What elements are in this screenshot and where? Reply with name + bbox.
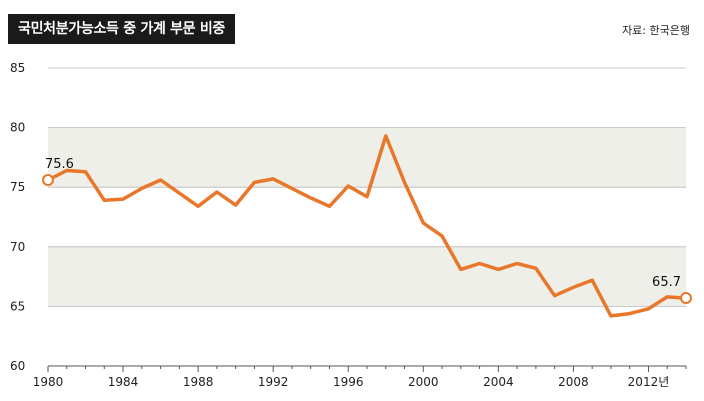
x-tick-label: 1980: [33, 375, 64, 389]
data-label: 65.7: [652, 275, 681, 290]
chart-title: 국민처분가능소득 중 가계 부문 비중: [8, 14, 235, 44]
end-marker: [680, 292, 692, 305]
y-tick-label: 85: [10, 61, 25, 75]
x-tick-label: 1992: [258, 375, 289, 389]
y-tick-label: 60: [10, 359, 25, 373]
band-75: [48, 127, 686, 188]
y-tick-label: 80: [10, 121, 25, 135]
data-label: 75.6: [45, 157, 74, 172]
x-axis-ticks: 1980 1984 1988 1992 1996 2000 2004 2008 2012년: [33, 365, 687, 389]
x-tick-label: 2004: [483, 375, 514, 389]
y-tick-label: 75: [10, 180, 25, 194]
annotations: 75.6 65.7: [42, 157, 692, 305]
x-tick-label: 2000: [408, 375, 439, 389]
y-tick-label: 65: [10, 299, 25, 313]
background-bands: [48, 127, 686, 307]
band-65: [48, 246, 686, 307]
x-tick-label: 1984: [108, 375, 139, 389]
series-line-0: [46, 134, 688, 318]
y-axis-ticks: 60 65 70 75 80 85: [10, 61, 25, 373]
x-tick-label: 2012년: [628, 375, 670, 389]
gridlines: [48, 67, 686, 367]
x-tick-label: 1988: [183, 375, 214, 389]
y-tick-label: 70: [10, 240, 25, 254]
x-tick-label: 1996: [333, 375, 364, 389]
series-layer: [46, 134, 688, 318]
x-tick-label: 2008: [558, 375, 589, 389]
source-note: 자료: 한국은행: [622, 24, 690, 37]
end-marker: [42, 174, 54, 187]
